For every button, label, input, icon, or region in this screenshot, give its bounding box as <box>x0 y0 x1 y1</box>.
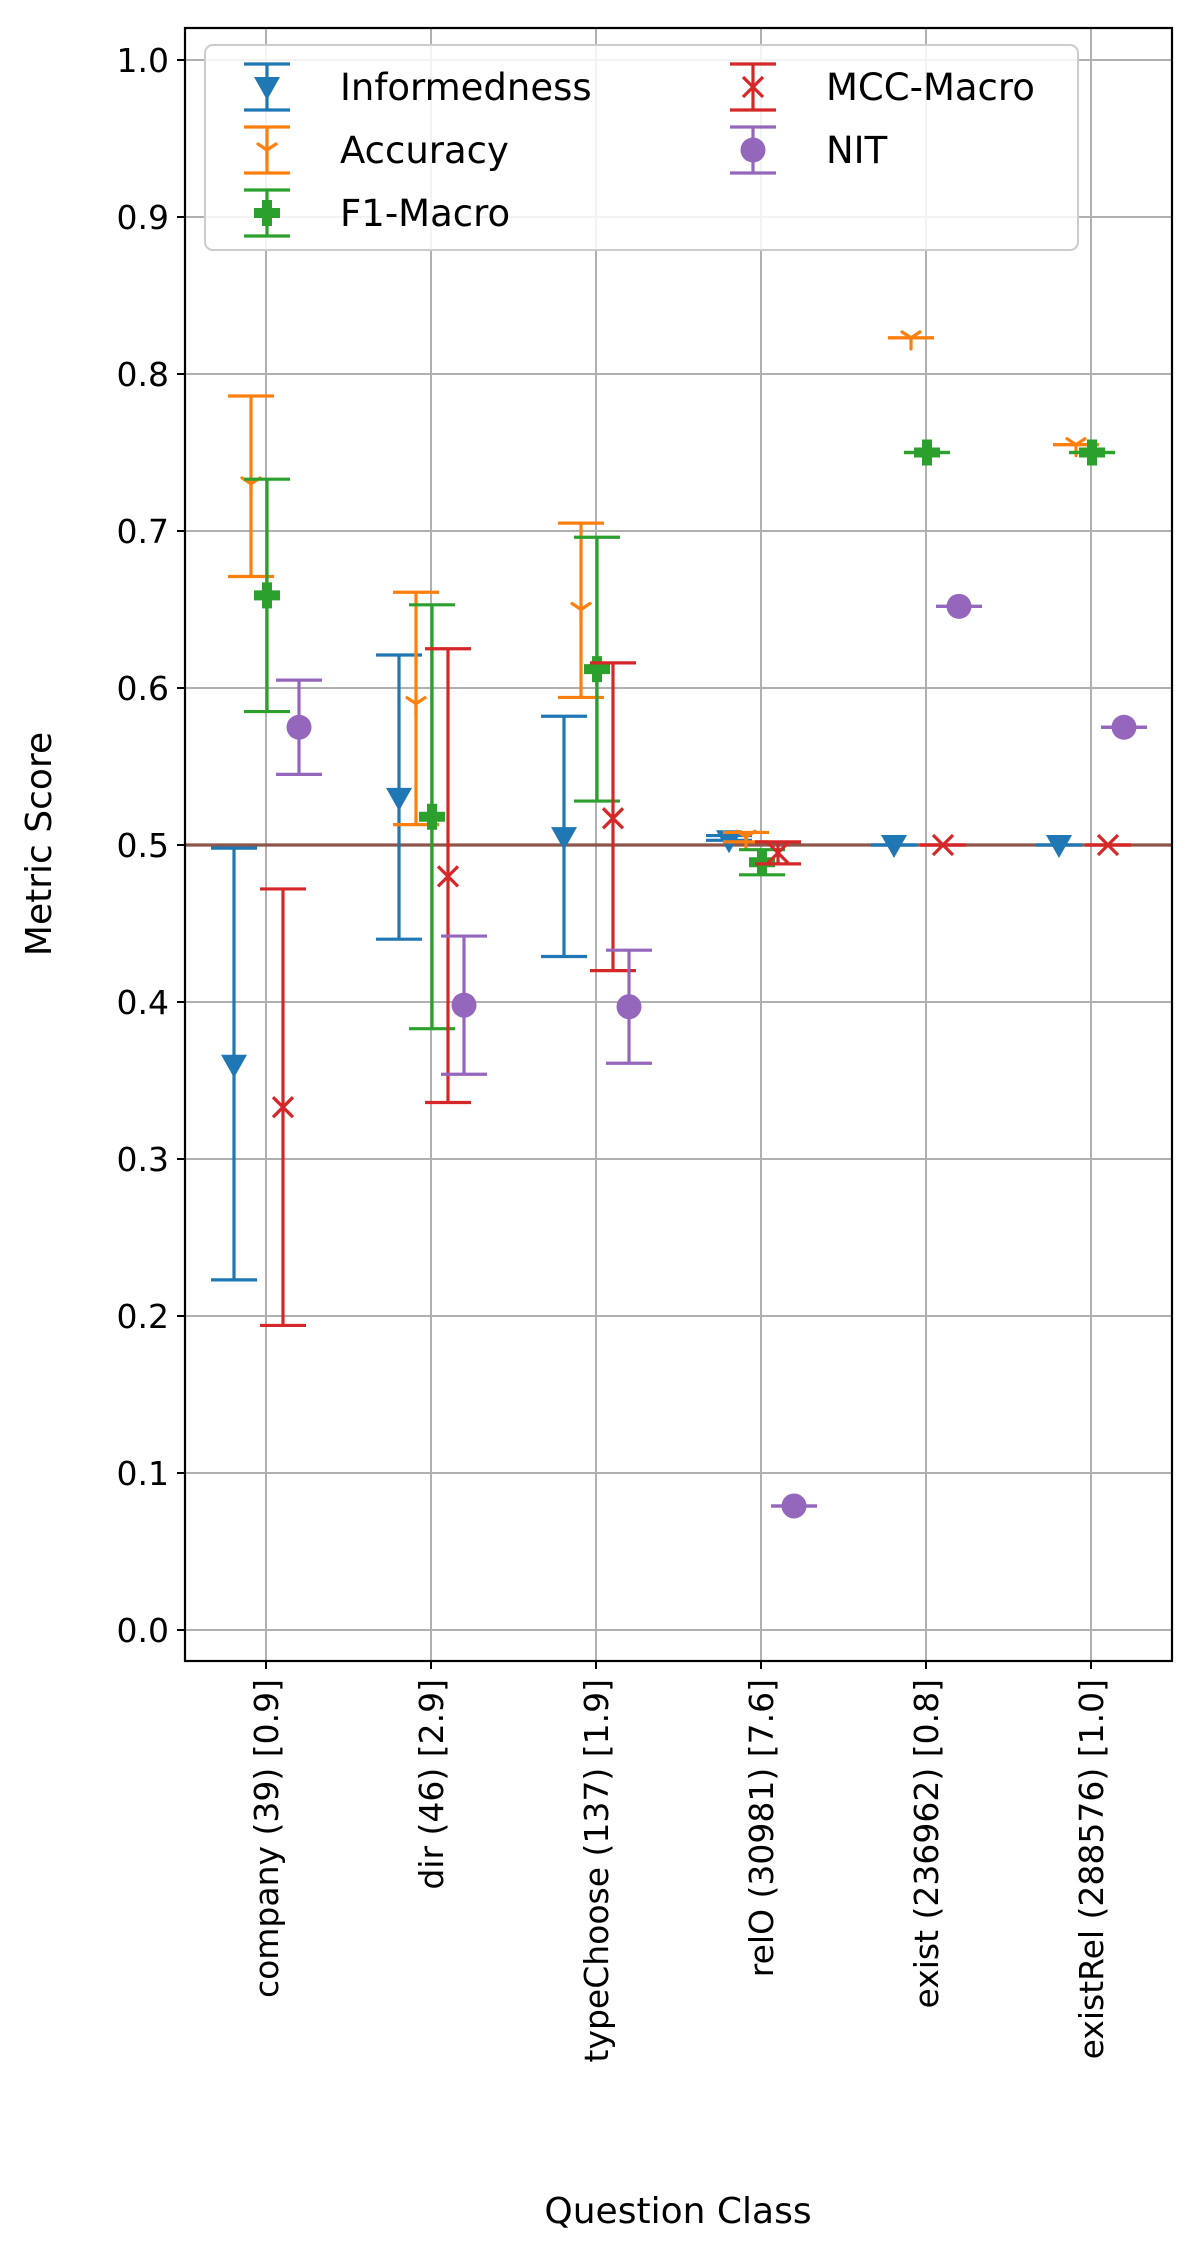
legend-label: NIT <box>826 129 888 172</box>
y-tick-label: 0.0 <box>117 1611 169 1650</box>
legend-label: MCC-Macro <box>826 66 1035 109</box>
axes: 0.0 0.1 0.2 0.3 0.4 0.5 0.6 0.7 0.8 0.9 1.0 company… <box>117 41 1111 2063</box>
x-axis-label: Question Class <box>544 2191 811 2232</box>
legend-label: Informedness <box>340 66 592 109</box>
data-point <box>386 787 412 811</box>
legend-marker <box>254 77 280 100</box>
data-point <box>570 601 592 623</box>
data-point <box>551 827 577 851</box>
data-point <box>601 807 625 830</box>
y-axis-label: Metric Score <box>19 732 60 956</box>
data-point <box>931 833 955 857</box>
legend-marker <box>740 137 766 163</box>
x-tick-label: existRel (288576) [1.0] <box>1072 1679 1111 2059</box>
data-point <box>1046 835 1072 858</box>
legend-marker <box>254 200 280 226</box>
legend-label: Accuracy <box>340 129 509 172</box>
y-tick-label: 0.1 <box>117 1454 169 1493</box>
x-tick-label: typeChoose (137) [1.9] <box>577 1679 616 2063</box>
legend-item: Informedness <box>244 62 592 112</box>
series-nit <box>276 593 1147 1519</box>
data-point <box>946 593 972 619</box>
data-point <box>584 656 610 683</box>
series-informedness <box>211 653 1082 1282</box>
data-point <box>286 714 312 740</box>
legend-item: MCC-Macro <box>730 62 1035 112</box>
data-point <box>221 1054 247 1078</box>
data-point <box>1096 833 1120 857</box>
data-point <box>436 865 460 888</box>
y-tick-label: 1.0 <box>117 41 169 80</box>
data-point <box>900 330 922 351</box>
x-tick-label: exist (236962) [0.8] <box>907 1679 946 2008</box>
data-point <box>271 1096 295 1119</box>
y-tick-label: 0.7 <box>117 512 169 551</box>
y-tick-label: 0.6 <box>117 669 169 708</box>
data-layer <box>211 330 1147 1519</box>
y-tick-label: 0.8 <box>117 355 169 394</box>
legend-item: Accuracy <box>244 125 509 175</box>
y-tick-label: 0.4 <box>117 983 169 1022</box>
data-point <box>914 439 940 466</box>
legend-label: F1-Macro <box>340 192 510 235</box>
y-tick-label: 0.2 <box>117 1297 169 1336</box>
legend-marker <box>741 75 765 99</box>
data-point <box>781 1493 807 1519</box>
legend-item: NIT <box>730 125 888 175</box>
data-point <box>451 992 477 1018</box>
data-point <box>1111 714 1137 740</box>
data-point <box>881 835 907 858</box>
legend-marker <box>256 142 278 163</box>
legend-item: F1-Macro <box>244 188 510 238</box>
data-point <box>419 803 445 830</box>
legend-box <box>204 44 1079 251</box>
x-tick-label: company (39) [0.9] <box>247 1679 286 1998</box>
data-point <box>254 582 280 609</box>
x-tick-label: relO (30981) [7.6] <box>742 1679 781 1977</box>
legend: Informedness Accuracy F1-Macro MCC-Macro NIT <box>204 44 1079 251</box>
y-tick-label: 0.3 <box>117 1140 169 1179</box>
data-point <box>1079 439 1105 466</box>
data-point <box>766 841 790 864</box>
data-point <box>735 829 757 850</box>
data-point <box>405 696 427 717</box>
y-tick-label: 0.5 <box>117 826 169 865</box>
series-mcc-macro <box>260 647 1131 1328</box>
x-tick-label: dir (46) [2.9] <box>412 1679 451 1890</box>
y-tick-label: 0.9 <box>117 198 169 237</box>
data-point <box>616 994 642 1020</box>
